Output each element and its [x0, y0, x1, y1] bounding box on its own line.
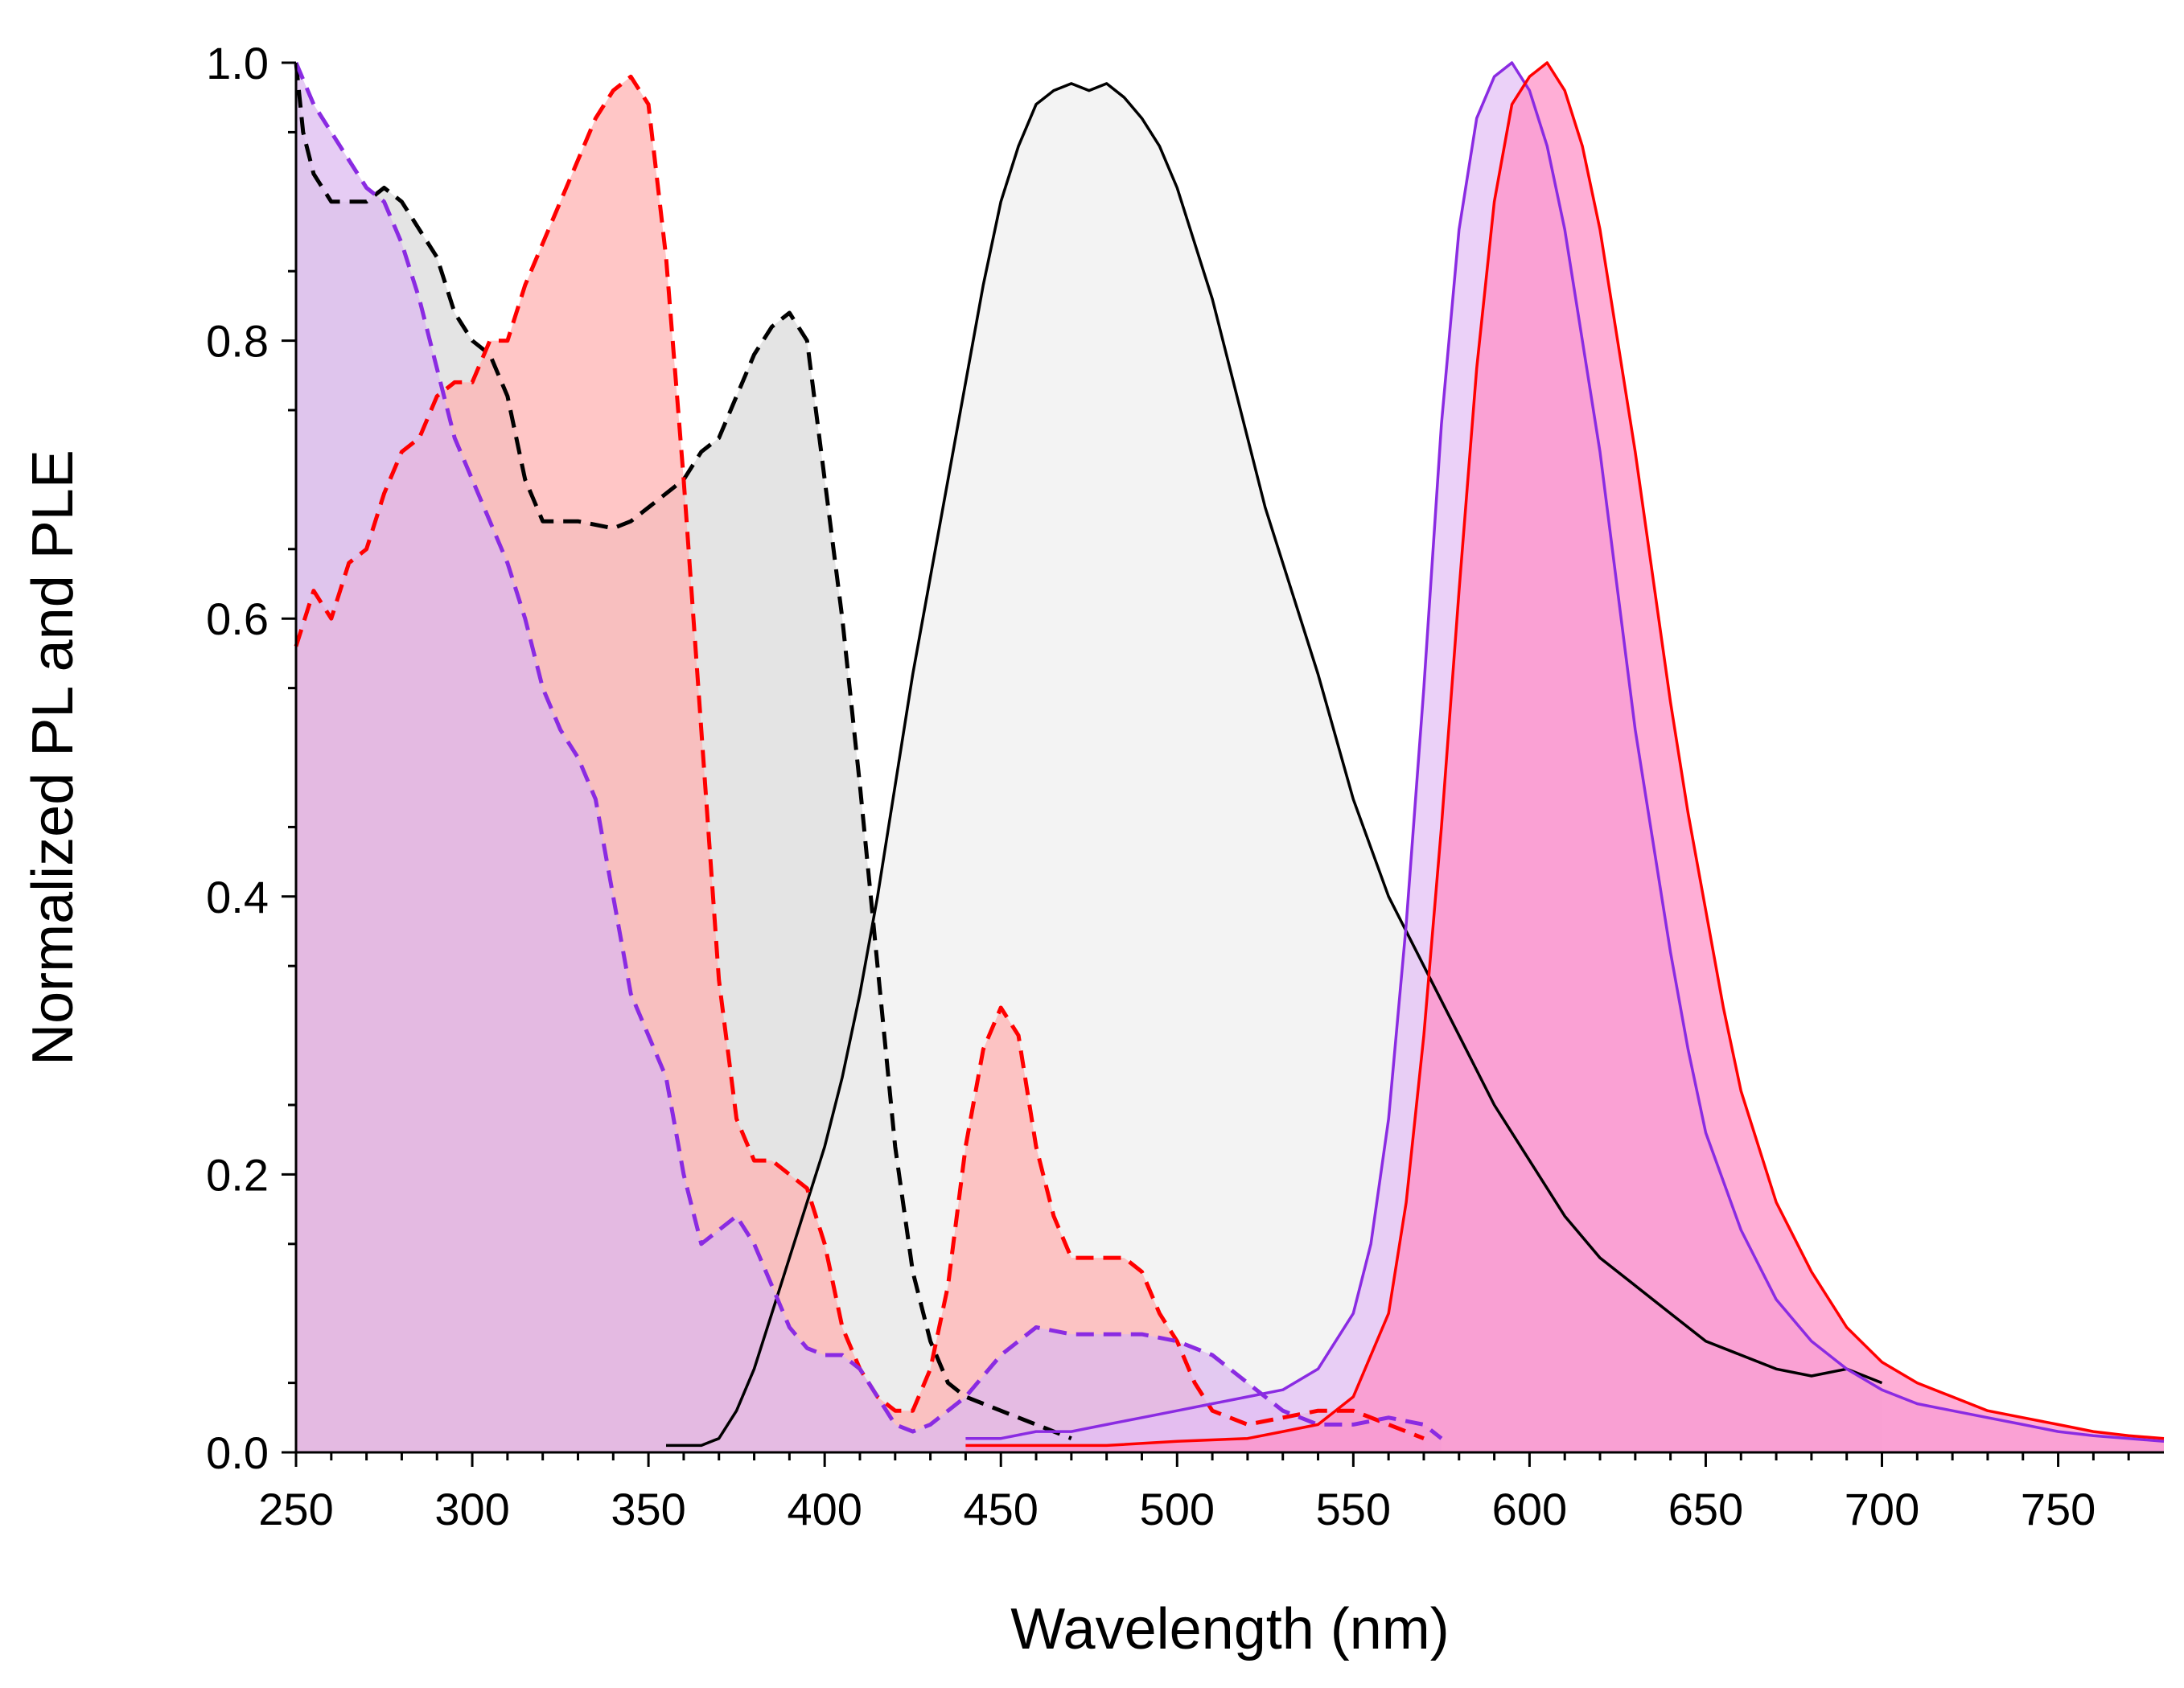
series-lines: [294, 61, 2165, 1448]
y-tick-label: 0.0: [206, 1427, 269, 1478]
series-line-purple-ple: [294, 62, 1443, 1440]
y-tick-label: 0.6: [206, 593, 269, 644]
series-line-purple-pl: [965, 61, 2165, 1443]
x-tick-label: 300: [434, 1484, 509, 1534]
x-tick-label: 450: [964, 1484, 1039, 1534]
series-fill-red-pl: [965, 63, 2164, 1452]
x-tick-label: 600: [1492, 1484, 1567, 1534]
x-tick-label: 250: [258, 1484, 333, 1534]
series-line-red-pl: [965, 61, 2165, 1448]
series-fill-black-pl: [666, 83, 1882, 1452]
y-tick-label: 1.0: [206, 38, 269, 88]
x-tick-label: 650: [1668, 1484, 1743, 1534]
series-fill-purple-ple: [296, 63, 1442, 1452]
x-axis-title: Wavelength (nm): [1010, 1597, 1450, 1661]
y-axis-title: Normalized PL and PLE: [21, 450, 85, 1066]
series-line-black-ple: [294, 62, 1072, 1441]
y-tick-label: 0.2: [206, 1149, 269, 1200]
series-fills: [296, 63, 2164, 1452]
axes: 250 300 350 400 450 500 550 600 650 700 750 0.0 0.2 0…: [206, 38, 2164, 1534]
x-tick-label: 350: [611, 1484, 685, 1534]
series-line-red-ple: [294, 74, 1425, 1441]
x-tick-label: 750: [2021, 1484, 2096, 1534]
x-tick-label: 550: [1316, 1484, 1391, 1534]
x-tick-label: 700: [1845, 1484, 1919, 1534]
x-tick-label: 500: [1140, 1484, 1215, 1534]
y-tick-label: 0.4: [206, 872, 269, 922]
series-line-black-pl: [666, 82, 1883, 1448]
y-tick-label: 0.8: [206, 316, 269, 367]
x-tick-label: 400: [787, 1484, 862, 1534]
